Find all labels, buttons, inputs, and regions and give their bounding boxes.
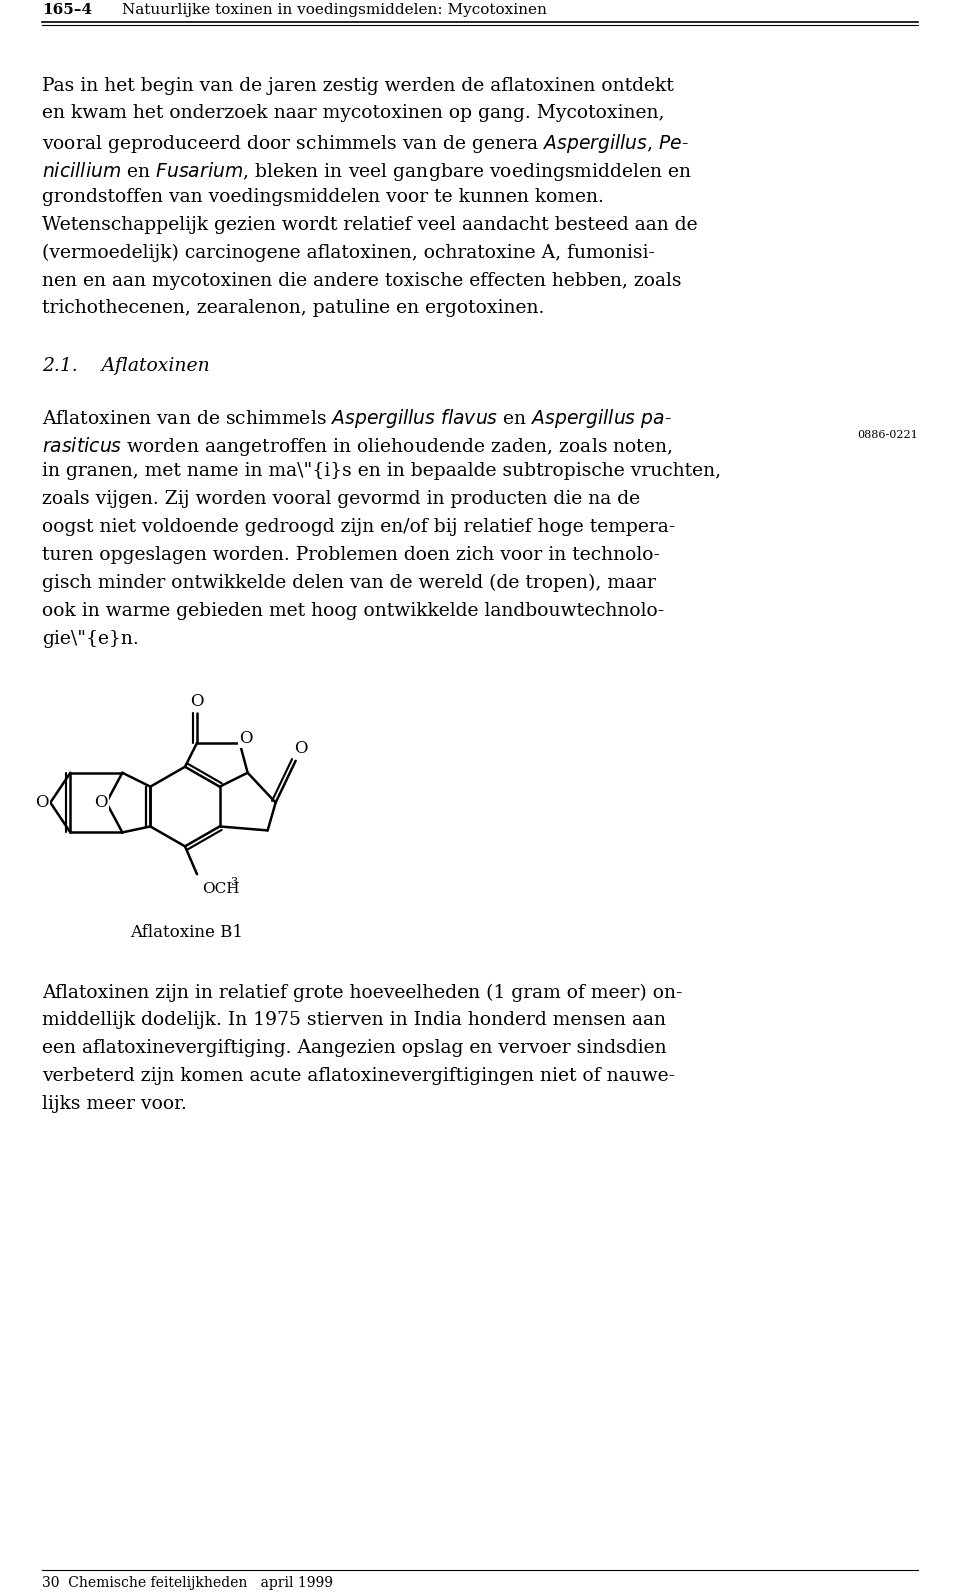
Text: 2.1.    Aflatoxinen: 2.1. Aflatoxinen bbox=[42, 357, 209, 374]
Text: (vermoedelijk) carcinogene aflatoxinen, ochratoxine A, fumonisi-: (vermoedelijk) carcinogene aflatoxinen, … bbox=[42, 244, 655, 261]
Text: gisch minder ontwikkelde delen van de wereld (de tropen), maar: gisch minder ontwikkelde delen van de we… bbox=[42, 573, 656, 593]
Text: lijks meer voor.: lijks meer voor. bbox=[42, 1094, 187, 1114]
Text: zoals vijgen. Zij worden vooral gevormd in producten die na de: zoals vijgen. Zij worden vooral gevormd … bbox=[42, 491, 640, 508]
Text: Aflatoxine B1: Aflatoxine B1 bbox=[131, 924, 243, 941]
Text: $\it{nicillium}$ en $\it{Fusarium}$, bleken in veel gangbare voedingsmiddelen en: $\it{nicillium}$ en $\it{Fusarium}$, ble… bbox=[42, 161, 692, 183]
Text: trichothecenen, zearalenon, patuline en ergotoxinen.: trichothecenen, zearalenon, patuline en … bbox=[42, 299, 544, 317]
Text: vooral geproduceerd door schimmels van de genera $\it{Aspergillus}$, $\it{Pe}$-: vooral geproduceerd door schimmels van d… bbox=[42, 132, 689, 155]
Text: 30  Chemische feitelijkheden   april 1999: 30 Chemische feitelijkheden april 1999 bbox=[42, 1577, 333, 1590]
Text: $\it{rasiticus}$ worden aangetroffen in oliehoudende zaden, zoals noten,: $\it{rasiticus}$ worden aangetroffen in … bbox=[42, 435, 673, 457]
Text: 3: 3 bbox=[230, 878, 237, 887]
Text: middellijk dodelijk. In 1975 stierven in India honderd mensen aan: middellijk dodelijk. In 1975 stierven in… bbox=[42, 1012, 666, 1029]
Text: O: O bbox=[190, 693, 204, 709]
Text: grondstoffen van voedingsmiddelen voor te kunnen komen.: grondstoffen van voedingsmiddelen voor t… bbox=[42, 188, 604, 205]
Text: Pas in het begin van de jaren zestig werden de aflatoxinen ontdekt: Pas in het begin van de jaren zestig wer… bbox=[42, 76, 674, 94]
Text: Natuurlijke toxinen in voedingsmiddelen: Mycotoxinen: Natuurlijke toxinen in voedingsmiddelen:… bbox=[122, 3, 547, 18]
Text: ook in warme gebieden met hoog ontwikkelde landbouwtechnolo-: ook in warme gebieden met hoog ontwikkel… bbox=[42, 602, 664, 620]
Text: 0886-0221: 0886-0221 bbox=[857, 430, 918, 440]
Text: nen en aan mycotoxinen die andere toxische effecten hebben, zoals: nen en aan mycotoxinen die andere toxisc… bbox=[42, 271, 682, 290]
Text: OCH: OCH bbox=[202, 883, 239, 897]
Text: een aflatoxinevergiftiging. Aangezien opslag en vervoer sindsdien: een aflatoxinevergiftiging. Aangezien op… bbox=[42, 1039, 666, 1058]
Text: turen opgeslagen worden. Problemen doen zich voor in technolo-: turen opgeslagen worden. Problemen doen … bbox=[42, 546, 660, 564]
Text: O: O bbox=[36, 793, 49, 811]
Text: O: O bbox=[95, 793, 108, 811]
Text: Wetenschappelijk gezien wordt relatief veel aandacht besteed aan de: Wetenschappelijk gezien wordt relatief v… bbox=[42, 215, 698, 234]
Text: O: O bbox=[239, 731, 252, 747]
Text: verbeterd zijn komen acute aflatoxinevergiftigingen niet of nauwe-: verbeterd zijn komen acute aflatoxinever… bbox=[42, 1067, 675, 1085]
Text: gie\"{e}n.: gie\"{e}n. bbox=[42, 629, 139, 647]
Text: 165–4: 165–4 bbox=[42, 3, 92, 18]
Text: Aflatoxinen zijn in relatief grote hoeveelheden (1 gram of meer) on-: Aflatoxinen zijn in relatief grote hoeve… bbox=[42, 983, 683, 1002]
Text: oogst niet voldoende gedroogd zijn en/of bij relatief hoge tempera-: oogst niet voldoende gedroogd zijn en/of… bbox=[42, 518, 675, 537]
Text: O: O bbox=[294, 741, 307, 757]
Text: en kwam het onderzoek naar mycotoxinen op gang. Mycotoxinen,: en kwam het onderzoek naar mycotoxinen o… bbox=[42, 105, 664, 123]
Text: Aflatoxinen van de schimmels $\it{Aspergillus\ flavus}$ en $\it{Aspergillus\ pa}: Aflatoxinen van de schimmels $\it{Asperg… bbox=[42, 406, 672, 430]
Text: in granen, met name in ma\"{i}s en in bepaalde subtropische vruchten,: in granen, met name in ma\"{i}s en in be… bbox=[42, 462, 721, 481]
